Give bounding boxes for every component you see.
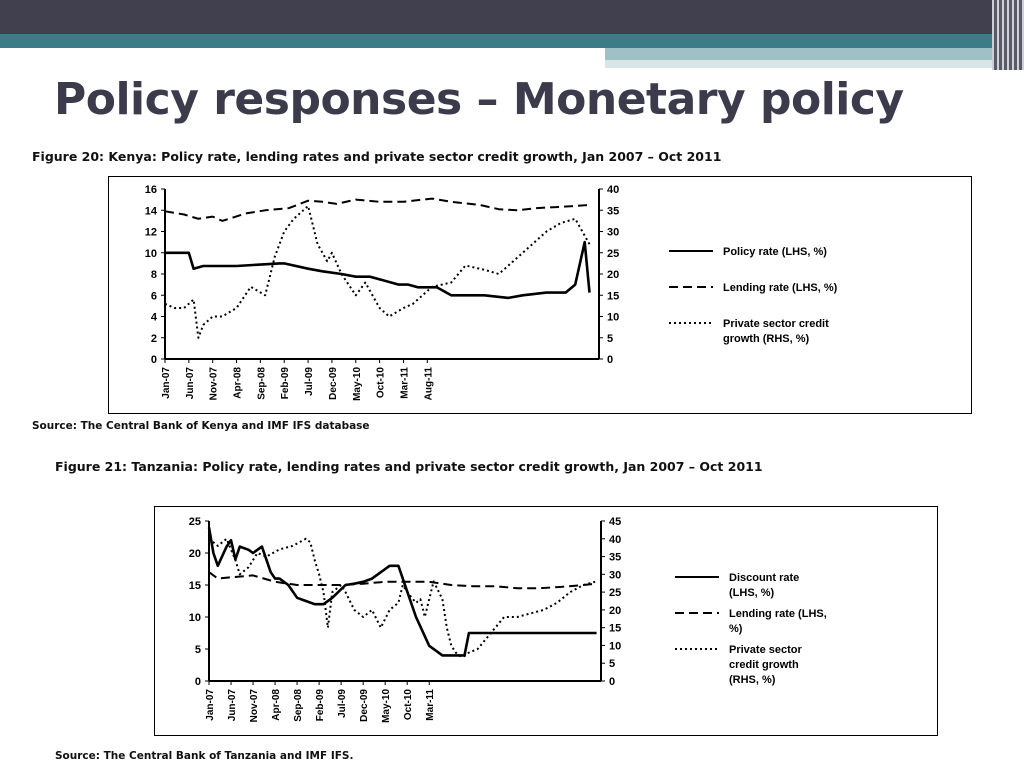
x-tick-label: Jun-07 xyxy=(185,367,196,400)
figure-20-source: Source: The Central Bank of Kenya and IM… xyxy=(32,420,370,432)
x-tick-label: Oct-10 xyxy=(403,689,414,721)
y-left-tick-label: 0 xyxy=(195,676,201,688)
y-right-tick-label: 30 xyxy=(609,569,621,581)
x-tick-label: Apr-08 xyxy=(233,367,244,399)
x-tick-label: May-10 xyxy=(381,689,392,723)
legend-label-2: Lending rate (LHS, %) xyxy=(723,282,838,294)
y-left-tick-label: 15 xyxy=(189,580,201,592)
y-right-tick-label: 5 xyxy=(607,333,613,345)
x-tick-label: Dec-09 xyxy=(328,367,339,400)
kenya-chart: 0 2 4 6 8 10 12 14 16 0 5 10 15 20 25 30 35 40 Jan-07 Jun-0… xyxy=(145,184,838,401)
series-line-1 xyxy=(207,527,597,657)
slide-title: Policy responses – Monetary policy xyxy=(54,74,904,125)
teal-band-light xyxy=(605,48,1024,60)
x-tick-label: Feb-09 xyxy=(315,689,326,722)
x-tick-label: Sep-08 xyxy=(293,689,304,722)
x-tick-label: Jul-09 xyxy=(304,367,315,396)
x-tick-label: May-10 xyxy=(352,367,363,401)
y-left-tick-label: 16 xyxy=(145,184,157,196)
teal-band-lighter xyxy=(605,60,1024,68)
y-right-tick-label: 15 xyxy=(607,290,619,302)
y-left-tick-label: 12 xyxy=(145,227,157,239)
y-right-tick-label: 30 xyxy=(607,227,619,239)
y-right-tick-label: 35 xyxy=(607,205,619,217)
y-right-tick-label: 0 xyxy=(607,354,613,366)
legend-label-3: Private sector credit growth (RHS, %) xyxy=(723,318,829,345)
y-right-tick-label: 20 xyxy=(607,269,619,281)
decorative-stripes xyxy=(992,0,1024,70)
x-tick-label: Jan-07 xyxy=(205,689,216,721)
y-left-tick-label: 25 xyxy=(189,516,201,528)
y-left-tick-label: 20 xyxy=(189,548,201,560)
y-right-tick-label: 40 xyxy=(607,184,619,196)
x-tick-label: Mar-11 xyxy=(399,367,410,399)
x-tick-label: Jun-07 xyxy=(227,689,238,722)
teal-band xyxy=(0,34,1024,48)
y-right-tick-label: 10 xyxy=(609,640,621,652)
y-right-tick-label: 40 xyxy=(609,534,621,546)
y-left-tick-label: 2 xyxy=(151,333,157,345)
legend-label-3: Private sector credit growth (RHS, %) xyxy=(729,644,802,686)
y-right-tick-label: 25 xyxy=(609,587,621,599)
legend-label-1: Discount rate (LHS, %) xyxy=(729,572,799,599)
x-tick-label: Apr-08 xyxy=(271,689,282,721)
figure-20-caption: Figure 20: Kenya: Policy rate, lending r… xyxy=(32,149,722,164)
x-tick-label: Nov-07 xyxy=(249,689,260,723)
x-tick-label: Jan-07 xyxy=(161,367,172,399)
x-tick-label: Oct-10 xyxy=(376,367,387,399)
figure-21-caption: Figure 21: Tanzania: Policy rate, lendin… xyxy=(55,459,763,474)
series-line-1 xyxy=(165,240,591,300)
tanzania-chart: 0 5 10 15 20 25 0 5 10 15 20 25 30 35 40 45 Jan-07 Jun-07… xyxy=(189,516,827,723)
y-right-tick-label: 35 xyxy=(609,552,621,564)
series-line-2 xyxy=(208,571,597,590)
x-tick-label: Sep-08 xyxy=(256,367,267,400)
y-left-tick-label: 10 xyxy=(189,612,201,624)
top-dark-bar xyxy=(0,0,1024,34)
x-tick-label: Nov-07 xyxy=(209,367,220,401)
series-line-3 xyxy=(208,537,597,658)
figure-21-source: Source: The Central Bank of Tanzania and… xyxy=(55,750,354,762)
legend-label-2: Lending rate (LHS,%) xyxy=(729,608,827,635)
y-right-tick-label: 45 xyxy=(609,516,621,528)
y-left-tick-label: 5 xyxy=(195,644,201,656)
y-left-tick-label: 6 xyxy=(151,290,157,302)
series-line-3 xyxy=(164,205,591,339)
tanzania-chart-frame: 0 5 10 15 20 25 0 5 10 15 20 25 30 35 40 45 Jan-07 Jun-07… xyxy=(154,506,938,736)
y-right-tick-label: 25 xyxy=(607,248,619,260)
y-right-tick-label: 0 xyxy=(609,676,615,688)
y-right-tick-label: 5 xyxy=(609,658,615,670)
y-right-tick-label: 15 xyxy=(609,623,621,635)
x-tick-label: Aug-11 xyxy=(423,367,434,401)
x-tick-label: Jul-09 xyxy=(337,689,348,718)
y-left-tick-label: 10 xyxy=(145,248,157,260)
y-right-tick-label: 20 xyxy=(609,605,621,617)
x-tick-label: Feb-09 xyxy=(280,367,291,400)
x-tick-label: Dec-09 xyxy=(359,689,370,722)
y-left-tick-label: 0 xyxy=(151,354,157,366)
y-left-tick-label: 8 xyxy=(151,269,157,281)
kenya-chart-frame: 0 2 4 6 8 10 12 14 16 0 5 10 15 20 25 30 35 40 Jan-07 Jun-0… xyxy=(108,176,972,414)
x-tick-label: Mar-11 xyxy=(425,689,436,721)
y-left-tick-label: 4 xyxy=(151,312,158,324)
legend-label-1: Policy rate (LHS, %) xyxy=(723,246,827,258)
series-line-2 xyxy=(164,197,590,222)
y-left-tick-label: 14 xyxy=(145,205,158,217)
y-right-tick-label: 10 xyxy=(607,312,619,324)
